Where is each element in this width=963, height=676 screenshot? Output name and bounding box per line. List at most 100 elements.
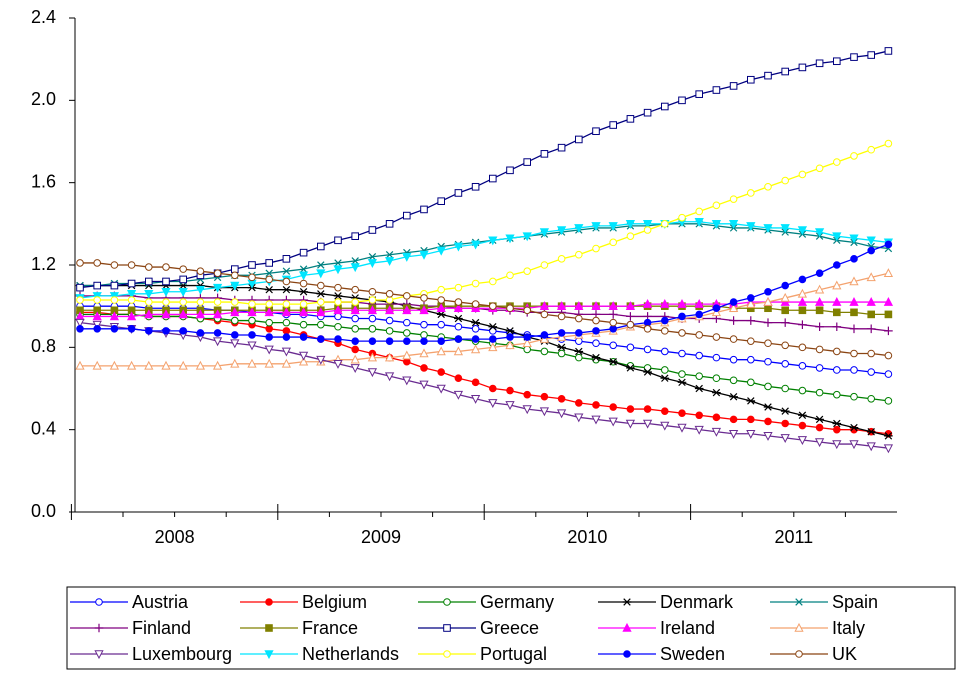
marker xyxy=(178,281,188,290)
marker xyxy=(608,310,618,319)
marker xyxy=(833,308,841,317)
marker xyxy=(523,267,532,275)
marker xyxy=(661,316,669,325)
marker xyxy=(212,337,223,347)
marker xyxy=(453,303,464,313)
marker xyxy=(488,342,498,352)
marker xyxy=(867,394,876,403)
series xyxy=(76,308,893,438)
legend-label: Denmark xyxy=(660,592,734,612)
marker xyxy=(419,250,429,260)
marker xyxy=(815,415,824,424)
marker xyxy=(609,238,618,247)
marker xyxy=(694,384,704,393)
marker xyxy=(609,325,618,333)
marker xyxy=(334,312,342,321)
marker xyxy=(109,360,120,370)
marker xyxy=(265,318,274,327)
marker xyxy=(282,318,291,327)
marker xyxy=(522,405,532,415)
marker xyxy=(746,429,756,439)
marker xyxy=(178,360,188,370)
marker xyxy=(317,242,325,251)
marker xyxy=(351,232,359,240)
marker xyxy=(625,301,636,310)
marker xyxy=(763,224,773,234)
marker xyxy=(884,397,893,405)
legend-label: Austria xyxy=(132,592,189,612)
marker xyxy=(798,386,807,395)
marker xyxy=(729,415,738,424)
marker xyxy=(695,90,704,98)
marker xyxy=(540,150,549,158)
x-tick-label: 2008 xyxy=(155,527,195,547)
marker xyxy=(179,275,187,284)
marker xyxy=(420,337,428,345)
marker xyxy=(661,407,669,415)
marker xyxy=(110,325,119,333)
marker xyxy=(471,300,480,308)
marker xyxy=(678,213,686,222)
marker xyxy=(884,432,893,440)
marker xyxy=(248,331,256,339)
marker xyxy=(781,281,790,290)
marker xyxy=(609,318,618,327)
marker xyxy=(849,324,859,334)
marker xyxy=(402,305,412,315)
marker xyxy=(850,349,858,358)
marker xyxy=(850,308,858,317)
marker xyxy=(110,296,119,304)
marker xyxy=(317,335,325,343)
marker xyxy=(437,197,445,205)
marker xyxy=(334,259,342,267)
marker xyxy=(299,265,308,273)
marker xyxy=(729,316,738,325)
marker xyxy=(298,307,309,317)
marker xyxy=(695,411,704,420)
marker xyxy=(867,310,876,319)
legend-label: Sweden xyxy=(660,644,725,664)
marker xyxy=(798,411,807,419)
x-tick-label: 2009 xyxy=(361,527,401,547)
marker xyxy=(626,115,635,123)
marker xyxy=(557,329,566,337)
marker xyxy=(436,310,446,319)
marker xyxy=(643,405,652,413)
series xyxy=(75,318,894,454)
marker xyxy=(557,349,566,358)
marker xyxy=(815,269,824,278)
marker xyxy=(626,312,635,321)
marker xyxy=(866,272,876,282)
marker xyxy=(402,252,412,262)
marker xyxy=(833,390,841,399)
marker xyxy=(316,290,326,298)
marker xyxy=(626,232,635,240)
marker xyxy=(350,263,360,273)
marker xyxy=(746,316,756,325)
marker xyxy=(643,345,652,354)
marker xyxy=(334,236,342,245)
marker xyxy=(575,399,583,407)
marker xyxy=(833,158,841,166)
marker xyxy=(75,360,85,370)
marker xyxy=(403,318,411,327)
marker xyxy=(212,360,223,370)
marker xyxy=(814,228,825,238)
marker xyxy=(626,343,635,352)
marker xyxy=(126,360,137,370)
marker xyxy=(454,374,463,383)
marker xyxy=(127,279,136,288)
marker xyxy=(522,338,532,348)
marker xyxy=(623,650,631,658)
marker xyxy=(660,374,670,382)
marker xyxy=(126,311,137,321)
marker xyxy=(162,298,170,306)
marker xyxy=(419,380,429,390)
marker xyxy=(815,322,824,332)
marker xyxy=(575,314,583,323)
legend-box xyxy=(66,586,956,670)
marker xyxy=(780,318,790,327)
marker xyxy=(729,376,738,385)
marker xyxy=(712,353,721,362)
marker xyxy=(849,276,859,286)
